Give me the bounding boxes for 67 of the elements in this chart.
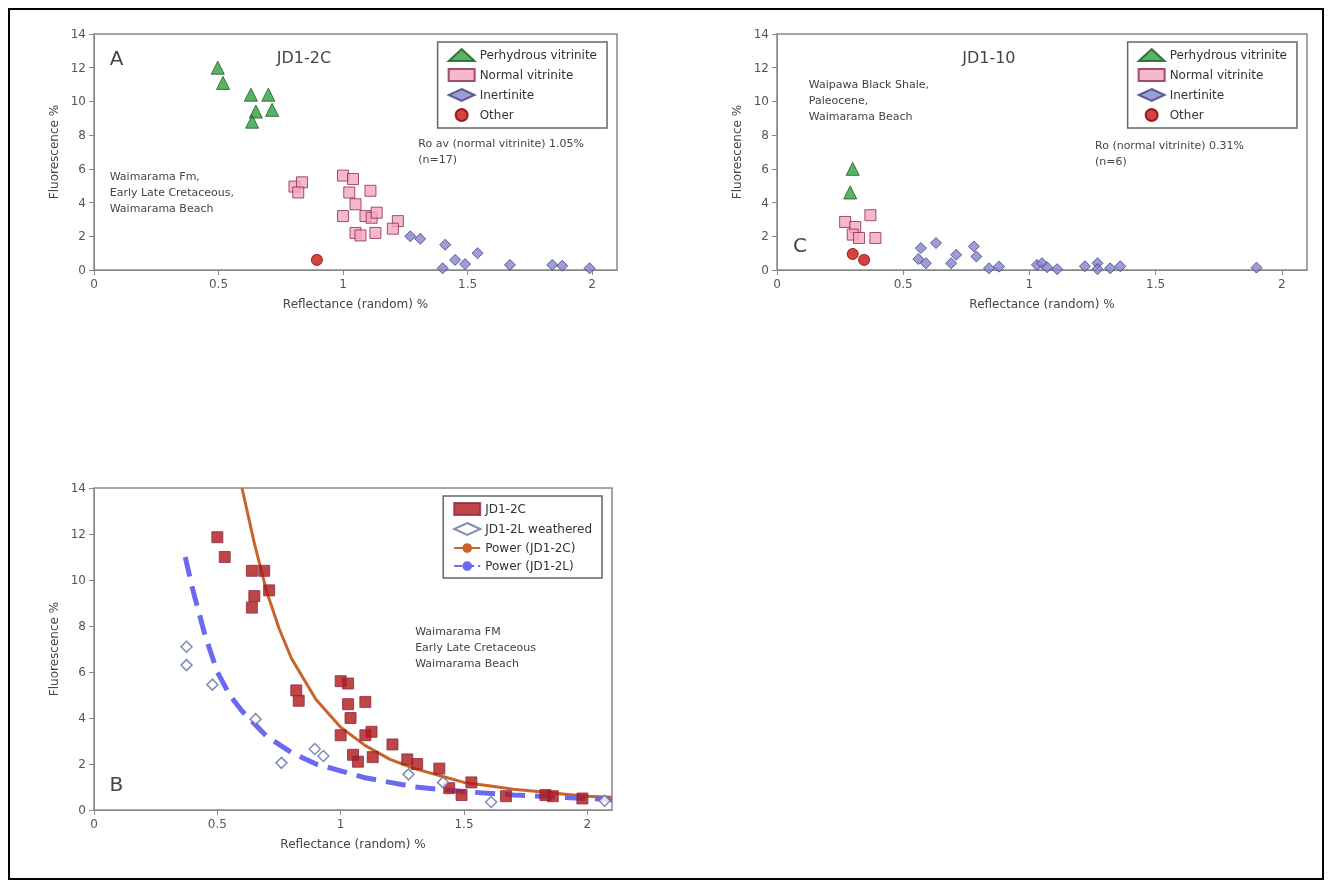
y-tick-label: 6: [761, 161, 769, 176]
legend-label: Perhydrous vitrinite: [479, 48, 597, 62]
y-tick-label: 10: [70, 573, 86, 587]
text: JD1-2C: [275, 47, 332, 67]
y-tick-label: 10: [70, 94, 86, 109]
x-tick-label: 2: [588, 277, 596, 291]
y-tick-label: 14: [70, 27, 86, 41]
y-tick-label: 8: [761, 128, 769, 143]
y-tick-label: 4: [78, 711, 86, 725]
legend-label: Normal vitrinite: [1169, 68, 1264, 82]
x-tick-label: 0: [90, 817, 98, 831]
annotation: C: [792, 232, 807, 257]
x-tick-label: 2: [1277, 277, 1286, 291]
y-tick-label: 12: [753, 60, 769, 75]
y-tick-label: 6: [78, 161, 86, 176]
y-tick-label: 14: [753, 27, 769, 41]
legend-label: Perhydrous vitrinite: [1169, 48, 1287, 62]
legend-label: Normal vitrinite: [479, 68, 574, 82]
x-tick-label: 0.5: [208, 277, 229, 291]
y-tick-label: 0: [761, 263, 769, 277]
y-tick-label: 0: [78, 803, 86, 817]
y-tick-label: 2: [78, 757, 86, 771]
legend-label: Inertinite: [479, 88, 535, 102]
y-axis-title: Fluorescence %: [729, 104, 744, 200]
annotation: Ro av (normal vitrinite) 1.05% (n=17): [418, 136, 585, 166]
y-tick-label: 0: [78, 263, 86, 277]
annotation: Waimarama Fm, Early Late Cretaceous, Waimarama Beach: [109, 170, 234, 216]
x-tick-label: 2: [583, 817, 592, 831]
y-tick-label: 4: [761, 195, 769, 210]
legend-label: Other: [479, 108, 514, 122]
text: JD1-10: [961, 47, 1016, 67]
x-tick-label: 1: [1025, 277, 1034, 291]
x-tick-label: 1: [339, 277, 347, 291]
y-tick-label: 10: [753, 94, 769, 109]
x-tick-label: 1: [336, 817, 345, 831]
y-tick-label: 2: [78, 229, 86, 244]
annotation: A: [109, 46, 124, 71]
annotation: B: [109, 771, 124, 796]
y-tick-label: 6: [78, 665, 86, 679]
legend-label: JD1-2C: [484, 502, 526, 516]
y-axis-title: Fluorescence %: [46, 104, 61, 200]
y-tick-label: 2: [761, 229, 769, 244]
x-tick-label: 1.5: [1146, 277, 1166, 291]
legend-label: Inertinite: [1169, 88, 1225, 102]
legend-label: Power (JD1-2C): [485, 541, 576, 555]
y-tick-label: 12: [70, 527, 86, 541]
y-tick-label: 4: [78, 195, 86, 210]
x-tick-label: 0: [90, 277, 98, 291]
x-tick-label: 1.5: [458, 277, 478, 291]
x-tick-label: 0.5: [893, 277, 913, 291]
x-axis-title: Reflectance (random) %: [282, 297, 429, 311]
y-tick-label: 14: [70, 481, 86, 495]
legend-label: JD1-2L weathered: [484, 522, 592, 536]
x-axis-title: Reflectance (random) %: [280, 837, 426, 851]
y-tick-label: 8: [78, 619, 86, 633]
legend-label: Other: [1169, 108, 1204, 122]
y-axis-title: Fluorescence %: [46, 601, 61, 697]
x-tick-label: 0: [773, 277, 781, 291]
x-tick-label: 0.5: [207, 817, 227, 831]
x-axis-title: Reflectance (random) %: [969, 297, 1115, 311]
x-tick-label: 1.5: [454, 817, 474, 831]
annotation: Waipawa Black Shale, Paleocene, Waimarama Beach: [808, 77, 929, 123]
annotation: Waimarama FM Early Late Cretaceous Waimarama Beach: [415, 624, 537, 670]
annotation: Ro (normal vitrinite) 0.31% (n=6): [1095, 139, 1245, 169]
legend-label: Power (JD1-2L): [485, 559, 574, 573]
y-tick-label: 12: [70, 60, 86, 75]
y-tick-label: 8: [78, 128, 86, 143]
